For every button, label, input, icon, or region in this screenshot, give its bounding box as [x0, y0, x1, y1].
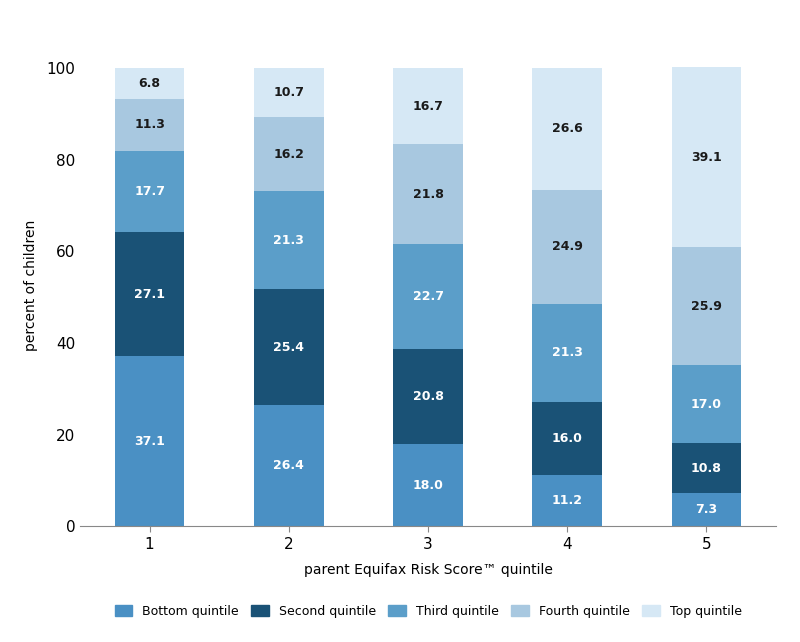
Bar [394, 444, 463, 526]
Text: 6.8: 6.8 [138, 77, 161, 90]
Text: 10.8: 10.8 [691, 462, 722, 474]
Legend: Bottom quintile, Second quintile, Third quintile, Fourth quintile, Top quintile: Bottom quintile, Second quintile, Third … [110, 600, 746, 623]
Text: 22.7: 22.7 [413, 290, 443, 303]
Bar [533, 190, 602, 304]
Bar [533, 475, 602, 526]
Text: 10.7: 10.7 [274, 86, 304, 99]
Bar [672, 444, 742, 493]
Text: 21.3: 21.3 [552, 347, 582, 360]
Text: 39.1: 39.1 [691, 151, 722, 164]
Bar [254, 289, 323, 405]
Text: 11.3: 11.3 [134, 119, 165, 132]
Text: 18.0: 18.0 [413, 479, 443, 492]
Bar [254, 68, 323, 117]
Bar [254, 117, 323, 191]
Bar [672, 247, 742, 365]
Text: 37.1: 37.1 [134, 435, 165, 448]
Bar [672, 67, 742, 247]
Text: 17.0: 17.0 [691, 398, 722, 411]
Bar [394, 245, 463, 349]
Text: 21.3: 21.3 [274, 234, 304, 247]
Bar [394, 144, 463, 245]
Bar [533, 304, 602, 402]
Bar [254, 405, 323, 526]
Bar [394, 68, 463, 144]
Bar [672, 365, 742, 444]
Text: 20.8: 20.8 [413, 390, 443, 403]
Text: 17.7: 17.7 [134, 185, 165, 198]
Bar [533, 68, 602, 190]
Bar [672, 493, 742, 526]
Bar [115, 356, 185, 526]
X-axis label: parent Equifax Risk Score™ quintile: parent Equifax Risk Score™ quintile [303, 563, 553, 577]
Text: 16.2: 16.2 [274, 148, 304, 160]
Text: 16.7: 16.7 [413, 100, 443, 112]
Text: 7.3: 7.3 [695, 503, 718, 516]
Text: 26.4: 26.4 [274, 460, 304, 473]
Bar [533, 402, 602, 475]
Text: 21.8: 21.8 [413, 188, 443, 201]
Text: 24.9: 24.9 [552, 241, 582, 254]
Text: 27.1: 27.1 [134, 288, 165, 300]
Text: 11.2: 11.2 [552, 494, 582, 507]
Bar [394, 349, 463, 444]
Bar [115, 68, 185, 99]
Text: 25.4: 25.4 [274, 341, 304, 354]
Y-axis label: percent of children: percent of children [24, 220, 38, 351]
Bar [115, 151, 185, 232]
Text: 25.9: 25.9 [691, 300, 722, 313]
Text: 26.6: 26.6 [552, 123, 582, 135]
Bar [115, 99, 185, 151]
Text: 16.0: 16.0 [552, 432, 582, 445]
Bar [115, 232, 185, 356]
Bar [254, 191, 323, 289]
